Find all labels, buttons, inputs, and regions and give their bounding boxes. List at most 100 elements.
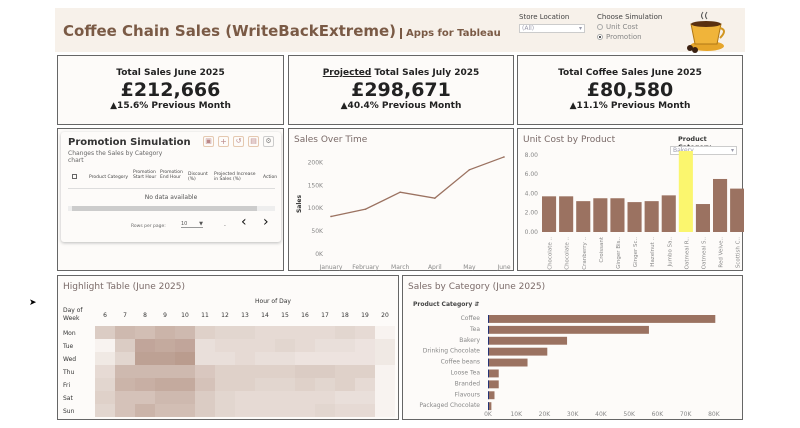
col-discount[interactable]: Discount (%)	[188, 172, 208, 182]
heat-cell	[95, 339, 115, 352]
day-label: Tue	[62, 343, 74, 350]
hour-label: 19	[361, 312, 369, 319]
x-tick-label: 20K	[539, 411, 552, 418]
bar	[576, 201, 591, 232]
col-action[interactable]: Action	[263, 175, 278, 180]
y-tick-label: 6.00	[525, 171, 539, 178]
heat-cell	[355, 352, 375, 365]
store-location-label: Store Location	[519, 13, 570, 21]
mouse-cursor-icon: ➤	[29, 298, 37, 308]
bar-marker	[488, 358, 489, 367]
y-tick-label: 8.00	[525, 152, 539, 159]
heat-cell	[115, 365, 135, 378]
empty-message: No data available	[144, 194, 198, 201]
x-tick-label: Croissant	[599, 236, 605, 262]
caret-down-icon: ▼	[199, 221, 203, 227]
col-end-hour[interactable]: Promotion End Hour	[160, 170, 183, 180]
heat-cell	[155, 378, 175, 391]
heat-cell	[175, 352, 195, 365]
chart-title: Unit Cost by Product	[523, 135, 616, 145]
history-icon[interactable]: ↺	[233, 136, 244, 147]
category-label: Packaged Chocolate	[419, 402, 480, 409]
hour-label: 16	[301, 312, 309, 319]
heat-cell	[255, 378, 275, 391]
heat-cell	[155, 339, 175, 352]
kpi-delta: ▲11.1% Previous Month	[569, 101, 691, 111]
x-tick-label: Oatmeal R..	[684, 237, 690, 270]
next-page-icon[interactable]: ›	[263, 214, 269, 230]
kpi-value: £80,580	[586, 79, 674, 101]
chart-title: Highlight Table (June 2025)	[63, 282, 186, 292]
y-tick-label: 0K	[315, 251, 324, 258]
category-label: Drinking Chocolate	[423, 348, 481, 355]
col-start-hour[interactable]: Promotion Start Hour	[133, 170, 157, 180]
prev-page-icon[interactable]: ‹	[241, 214, 247, 230]
x-tick-label: 40K	[595, 411, 608, 418]
x-tick-label: April	[428, 264, 442, 271]
filter-value: Bakery	[673, 147, 694, 154]
x-tick-label: Red Velve..	[719, 237, 725, 268]
kpi-title-prefix: Projected	[322, 68, 372, 78]
hour-label: 20	[381, 312, 389, 319]
chart-title: Sales by Category (June 2025)	[408, 282, 546, 292]
rows-per-page-label: Rows per page:	[131, 224, 166, 229]
radio-unit-cost[interactable]: Unit Cost	[597, 23, 638, 31]
bar	[488, 336, 568, 345]
day-label: Mon	[63, 330, 76, 337]
paste-icon[interactable]: ▤	[248, 136, 259, 147]
y-tick-label: 100K	[308, 205, 324, 212]
gear-icon[interactable]: ⚙	[263, 136, 274, 147]
heat-cell	[155, 365, 175, 378]
product-category-select[interactable]: Bakery ▾	[670, 146, 737, 155]
col-product-category[interactable]: Product Category	[89, 175, 129, 180]
data-point	[503, 156, 505, 158]
rows-per-page-select[interactable]: 10 ▼	[181, 221, 203, 228]
dashboard-title: Coffee Chain Sales (WriteBackExtreme) App…	[63, 22, 501, 40]
heat-cell	[275, 339, 295, 352]
data-point	[434, 197, 436, 199]
heat-cell	[315, 352, 335, 365]
category-label: Coffee beans	[441, 359, 480, 366]
sales-by-category-panel: Sales by Category (June 2025) Product Ca…	[402, 275, 743, 420]
heat-cell	[315, 378, 335, 391]
hour-label: 14	[261, 312, 269, 319]
bar-marker	[488, 347, 489, 356]
kpi-value: £298,671	[351, 79, 451, 101]
hour-label: 6	[103, 312, 107, 319]
heat-cell	[255, 404, 275, 417]
kpi-value: £212,666	[120, 79, 221, 101]
heat-cell	[355, 404, 375, 417]
category-label: Coffee	[461, 315, 481, 322]
y-tick-label: 150K	[308, 182, 324, 189]
data-point	[468, 168, 471, 171]
kpi-coffee-sales-june: Total Coffee Sales June 2025 £80,580 ▲11…	[517, 55, 743, 125]
radio-label: Promotion	[606, 33, 642, 41]
table-header: Product Category Promotion Start Hour Pr…	[68, 165, 278, 189]
heat-cell	[115, 391, 135, 404]
col-projected-increase[interactable]: Projected Increase in Sales (%)	[214, 172, 256, 182]
radio-promotion[interactable]: Promotion	[597, 33, 642, 41]
heat-cell	[115, 352, 135, 365]
heat-cell	[355, 339, 375, 352]
heat-cell	[235, 352, 255, 365]
heat-cell	[135, 391, 155, 404]
add-icon[interactable]: +	[218, 136, 229, 147]
heat-cell	[375, 391, 395, 404]
heat-cell	[155, 391, 175, 404]
heat-cell	[215, 404, 235, 417]
store-location-select[interactable]: (All) ▾	[519, 24, 585, 33]
save-icon[interactable]: ▣	[203, 136, 214, 147]
page-info: -	[224, 223, 226, 229]
heat-cell	[335, 352, 355, 365]
hour-label: 10	[181, 312, 189, 319]
horizontal-scrollbar[interactable]	[68, 206, 275, 211]
bar	[488, 315, 716, 323]
x-tick-label: May	[463, 264, 476, 271]
bar	[610, 198, 625, 232]
select-all-checkbox[interactable]	[72, 174, 77, 179]
scrollbar-thumb[interactable]	[72, 206, 257, 211]
heat-cell	[375, 365, 395, 378]
y-tick-label: 0.00	[525, 229, 539, 236]
bar	[488, 325, 649, 334]
kpi-total-sales-june: Total Sales June 2025 £212,666 ▲15.6% Pr…	[57, 55, 284, 125]
